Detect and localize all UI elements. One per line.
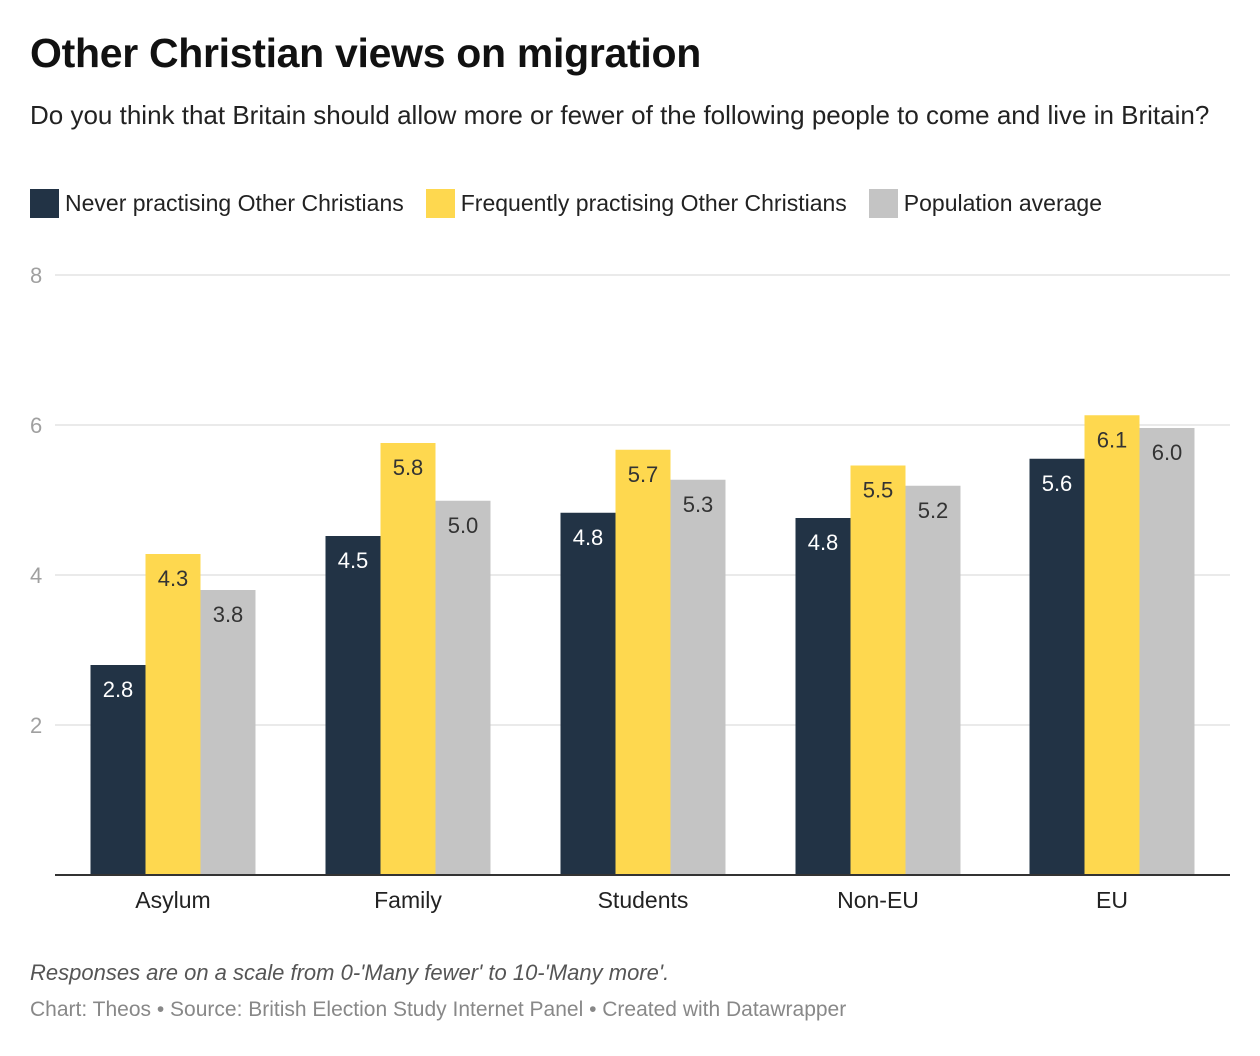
legend-item-never: Never practising Other Christians [30,189,404,218]
bar-value-label: 4.8 [808,530,839,555]
x-category-label: EU [1096,887,1128,913]
bar-value-label: 4.3 [158,566,189,591]
x-category-label: Students [598,887,689,913]
bar-value-label: 3.8 [213,602,244,627]
bar [905,485,961,875]
legend-label-frequent: Frequently practising Other Christians [460,190,847,216]
bar [90,665,146,875]
bar [435,500,491,875]
x-category-label: Non-EU [837,887,919,913]
bar-chart: 2 4 6 8 2.8 4.3 3.8 Asylum 4.5 5.8 5.0 Family 4.8 5.7… [30,263,1230,913]
bar-value-label: 5.2 [918,498,949,523]
chart-subtitle: Do you think that Britain should allow m… [30,100,1210,130]
legend-label-population: Population average [903,190,1103,216]
bar-value-label: 5.7 [628,462,659,487]
bar [795,518,851,875]
chart-title: Other Christian views on migration [30,30,701,76]
bar [200,590,256,875]
legend: Never practising Other Christians Freque… [30,189,1124,218]
bar-value-label: 5.5 [863,478,894,503]
bar [1139,428,1195,875]
y-tick-label: 8 [30,263,42,288]
x-category-label: Asylum [135,887,210,913]
bar [1084,415,1140,875]
legend-label-never: Never practising Other Christians [65,190,404,216]
chart-note: Responses are on a scale from 0-'Many fe… [30,960,670,985]
bar-value-label: 4.8 [573,525,604,550]
bar [670,479,726,875]
x-category-label: Family [374,887,442,913]
legend-swatch-frequent [425,189,455,218]
bar [145,554,201,875]
bar-value-label: 5.8 [393,455,424,480]
y-tick-label: 4 [30,563,42,588]
bar [380,443,436,875]
bar-value-label: 6.0 [1152,440,1183,465]
chart-footer: Chart: Theos • Source: British Election … [30,998,847,1021]
legend-swatch-population [868,189,898,218]
legend-item-population: Population average [868,189,1103,218]
bar-value-label: 6.1 [1097,427,1128,452]
bar-value-label: 4.5 [338,548,369,573]
y-tick-label: 6 [30,413,42,438]
bar-value-label: 5.6 [1042,471,1073,496]
bar [1029,458,1085,875]
y-tick-label: 2 [30,713,42,738]
bar-value-label: 5.0 [448,513,479,538]
bar-value-label: 2.8 [103,677,134,702]
bar [615,449,671,875]
bar [325,536,381,875]
legend-swatch-never [30,189,59,218]
bar [850,465,906,875]
bar [560,512,616,875]
bar-value-label: 5.3 [683,492,714,517]
legend-item-frequent: Frequently practising Other Christians [425,189,847,218]
